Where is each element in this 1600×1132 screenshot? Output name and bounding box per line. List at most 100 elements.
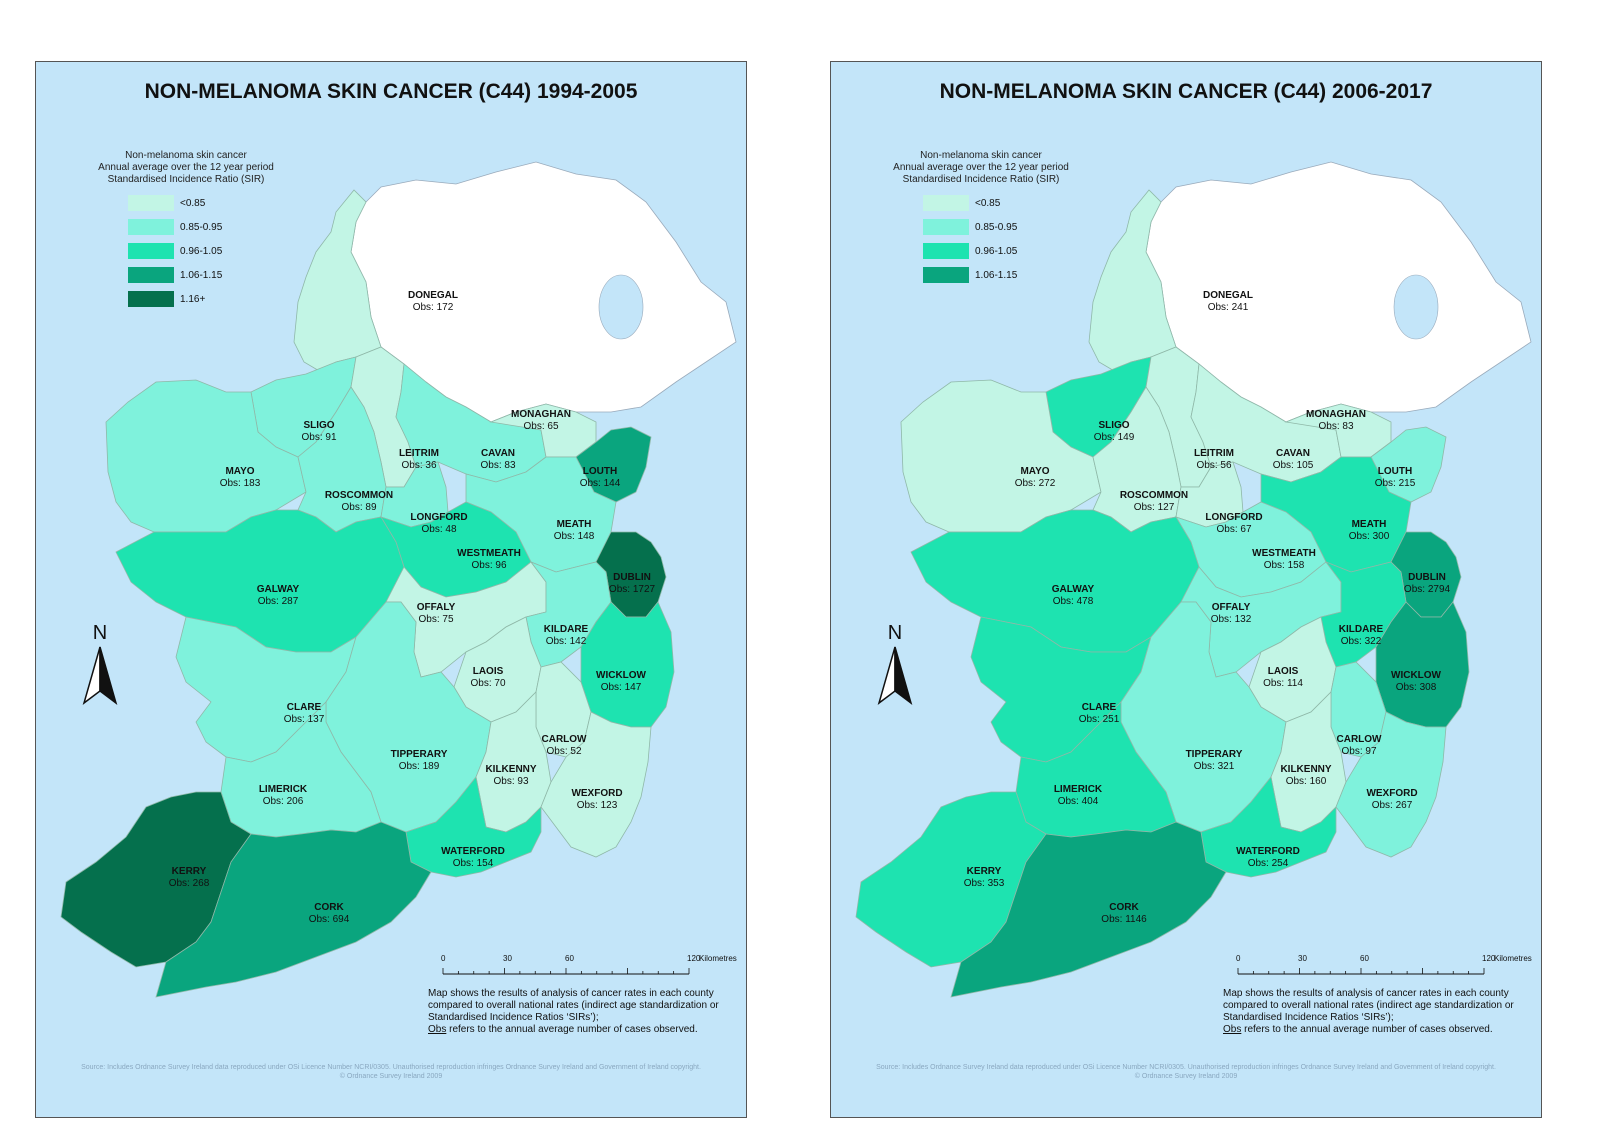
county-obs-roscommon: Obs: 127 [1134, 502, 1175, 513]
county-label-tipperary: TIPPERARY [1186, 749, 1243, 760]
county-label-laois: LAOIS [1268, 666, 1299, 677]
legend-label: 0.96-1.05 [975, 245, 1018, 257]
scale-tick-label: 60 [1360, 954, 1369, 963]
legend-label: 1.06-1.15 [975, 269, 1018, 281]
scale-tick-label: 30 [503, 954, 512, 963]
county-obs-offaly: Obs: 132 [1211, 614, 1252, 625]
county-label-monaghan: MONAGHAN [1306, 409, 1366, 420]
county-obs-mayo: Obs: 183 [220, 478, 261, 489]
county-obs-galway: Obs: 287 [258, 596, 299, 607]
legend-label: 0.96-1.05 [180, 245, 223, 257]
county-label-donegal: DONEGAL [1203, 290, 1253, 301]
county-label-louth: LOUTH [583, 466, 617, 477]
county-label-roscommon: ROSCOMMON [1120, 490, 1188, 501]
county-obs-monaghan: Obs: 65 [523, 421, 558, 432]
county-obs-leitrim: Obs: 36 [401, 460, 436, 471]
legend-swatch [128, 219, 174, 235]
county-label-westmeath: WESTMEATH [1252, 548, 1316, 559]
legend-label: <0.85 [180, 197, 206, 209]
county-obs-leitrim: Obs: 56 [1196, 460, 1231, 471]
notes-line-1: Map shows the results of analysis of can… [428, 988, 714, 999]
legend-swatch [923, 267, 969, 283]
scale-bar: 0 30 60 120 Kilometres [441, 954, 737, 984]
county-obs-mayo: Obs: 272 [1015, 478, 1056, 489]
source-line-2: © Ordnance Survey Ireland 2009 [339, 1073, 443, 1080]
county-obs-cork: Obs: 694 [309, 914, 350, 925]
county-obs-sligo: Obs: 149 [1094, 432, 1135, 443]
scale-tick-label: 120 [1482, 954, 1496, 963]
county-obs-limerick: Obs: 404 [1058, 796, 1099, 807]
scale-tick-label: 0 [1236, 954, 1241, 963]
north-arrow-icon [877, 646, 913, 705]
notes-line-4-rest: refers to the annual average number of c… [1241, 1024, 1493, 1035]
source-line-1: Source: Includes Ordnance Survey Ireland… [81, 1064, 701, 1071]
county-obs-louth: Obs: 215 [1375, 478, 1416, 489]
legend-item: <0.85 [128, 194, 316, 212]
notes-line-4: Obs refers to the annual average number … [1223, 1024, 1533, 1036]
county-wexford [540, 711, 652, 858]
county-obs-kildare: Obs: 322 [1341, 636, 1382, 647]
map-panel-1994-2005: NON-MELANOMA SKIN CANCER (C44) 1994-2005… [35, 61, 747, 1118]
notes-line-4: Obs refers to the annual average number … [428, 1024, 738, 1036]
legend: Non-melanoma skin cancer Annual average … [76, 150, 316, 314]
scale-bar-line [442, 968, 690, 975]
county-label-carlow: CARLOW [1337, 734, 1383, 745]
county-label-kerry: KERRY [967, 866, 1002, 877]
county-label-donegal: DONEGAL [408, 290, 458, 301]
county-obs-kildare: Obs: 142 [546, 636, 587, 647]
notes-obs-word: Obs [1223, 1024, 1242, 1035]
legend-heading: Non-melanoma skin cancer Annual average … [871, 150, 1091, 186]
legend-line-2: Annual average over the 12 year period [98, 162, 274, 173]
scale-unit-label: Kilometres [699, 954, 737, 963]
legend: Non-melanoma skin cancer Annual average … [871, 150, 1111, 290]
legend-label: <0.85 [975, 197, 1001, 209]
legend-line-2: Annual average over the 12 year period [893, 162, 1069, 173]
county-obs-louth: Obs: 144 [580, 478, 621, 489]
lough-neagh [598, 274, 644, 340]
county-obs-wexford: Obs: 123 [577, 800, 618, 811]
county-label-galway: GALWAY [257, 584, 300, 595]
county-obs-monaghan: Obs: 83 [1318, 421, 1353, 432]
county-obs-wicklow: Obs: 147 [601, 682, 642, 693]
notes-line-3: Standardised Incidence Ratios ‘SIRs’); [428, 1012, 599, 1023]
legend-swatch [128, 195, 174, 211]
county-label-clare: CLARE [1082, 702, 1117, 713]
lough-neagh [1393, 274, 1439, 340]
notes-line-2: compared to overall national rates (indi… [1223, 1000, 1514, 1011]
county-label-cavan: CAVAN [1276, 448, 1310, 459]
county-label-leitrim: LEITRIM [1194, 448, 1234, 459]
legend-item: 0.85-0.95 [128, 218, 316, 236]
county-obs-kilkenny: Obs: 93 [493, 776, 528, 787]
legend-swatch [128, 243, 174, 259]
county-obs-cavan: Obs: 83 [480, 460, 515, 471]
county-obs-meath: Obs: 148 [554, 531, 595, 542]
county-obs-roscommon: Obs: 89 [341, 502, 376, 513]
county-waterford [1200, 776, 1337, 878]
county-label-dublin: DUBLIN [613, 572, 651, 583]
county-obs-wicklow: Obs: 308 [1396, 682, 1437, 693]
legend-item: 0.96-1.05 [128, 242, 316, 260]
legend-swatch [128, 291, 174, 307]
legend-swatch [923, 219, 969, 235]
county-label-meath: MEATH [557, 519, 592, 530]
county-label-clare: CLARE [287, 702, 322, 713]
county-obs-donegal: Obs: 241 [1208, 302, 1249, 313]
county-label-mayo: MAYO [1020, 466, 1049, 477]
county-obs-longford: Obs: 48 [421, 524, 456, 535]
county-obs-laois: Obs: 114 [1263, 678, 1303, 689]
legend-item: 0.85-0.95 [923, 218, 1111, 236]
county-label-limerick: LIMERICK [1054, 784, 1103, 795]
legend-item: 1.06-1.15 [128, 266, 316, 284]
county-label-kildare: KILDARE [544, 624, 589, 635]
county-label-leitrim: LEITRIM [399, 448, 439, 459]
county-obs-westmeath: Obs: 96 [471, 560, 506, 571]
scale-bar: 0 30 60 120 Kilometres [1236, 954, 1532, 984]
county-obs-longford: Obs: 67 [1216, 524, 1251, 535]
county-label-meath: MEATH [1352, 519, 1387, 530]
legend-label: 0.85-0.95 [975, 221, 1018, 233]
county-label-louth: LOUTH [1378, 466, 1412, 477]
county-label-cork: CORK [1109, 902, 1139, 913]
county-label-sligo: SLIGO [303, 420, 334, 431]
source-line-2: © Ordnance Survey Ireland 2009 [1134, 1073, 1238, 1080]
